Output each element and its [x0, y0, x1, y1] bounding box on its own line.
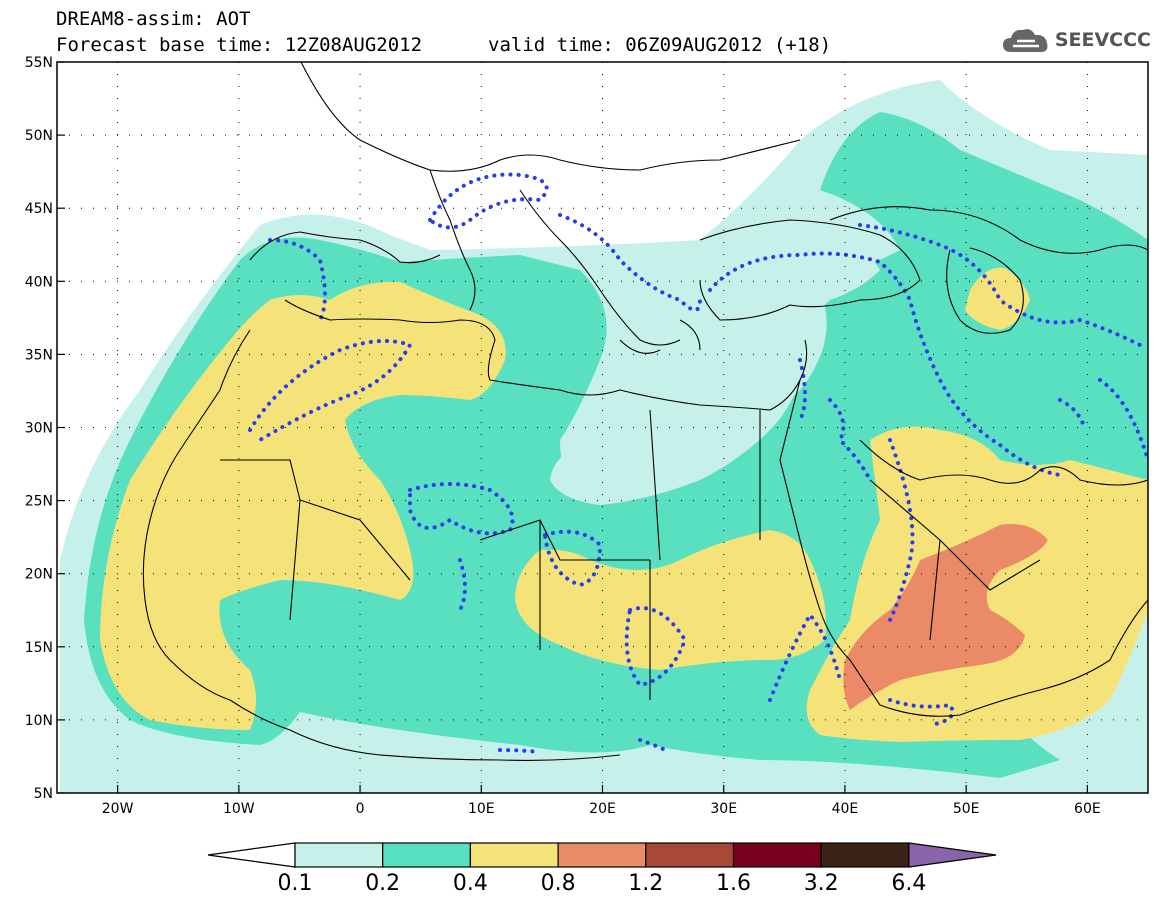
colorbar-label: 3.2 [804, 871, 839, 896]
contour-level-0.4-caspian [965, 267, 1030, 330]
lon-tick-label: 50E [953, 801, 980, 817]
lat-tick-label: 35N [25, 347, 53, 363]
colorbar-swatch [557, 842, 647, 868]
colorbar-label: 1.6 [716, 871, 751, 896]
contour-level-0.1-anatolia [690, 222, 880, 340]
lat-tick-label: 15N [25, 640, 53, 656]
contour-level-0.1-egypt [550, 380, 800, 505]
lon-tick-label: 10E [468, 801, 495, 817]
colorbar-swatch [645, 842, 735, 868]
lon-tick-label: 0 [356, 801, 365, 817]
lat-tick-label: 20N [25, 567, 53, 583]
lon-tick-label: 20W [102, 801, 134, 817]
colorbar-label: 0.8 [541, 871, 576, 896]
colorbar-swatch [382, 842, 472, 868]
lon-tick-label: 10W [223, 801, 255, 817]
seevccc-logo: SEEVCCC [1001, 24, 1151, 56]
colorbar-swatch [820, 842, 910, 868]
lat-tick-label: 5N [34, 786, 53, 802]
valid-time: valid time: 06Z09AUG2012 (+18) [488, 34, 832, 56]
colorbar-arrow-low [207, 842, 296, 868]
axis-ticks: 20W 10W 0 10E 20E 30E 40E 50E 60E 55N 50N 45N 40N 35N… [25, 55, 1101, 817]
colorbar-label: 6.4 [891, 871, 926, 896]
lat-tick-label: 30N [25, 421, 53, 437]
lat-tick-label: 10N [25, 713, 53, 729]
lat-tick-label: 50N [25, 128, 53, 144]
lon-tick-label: 60E [1074, 801, 1101, 817]
lat-tick-label: 45N [25, 201, 53, 217]
colorbar-label: 1.2 [628, 871, 663, 896]
colorbar-label: 0.4 [453, 871, 488, 896]
coastlines [142, 62, 1148, 761]
logo-text: SEEVCCC [1054, 29, 1151, 51]
contour-level-0.4-west [100, 281, 506, 730]
colorbar-swatch [469, 842, 559, 868]
forecast-base-time: Forecast base time: 12Z08AUG2012 [56, 34, 423, 56]
contour-level-0.4-central [515, 530, 826, 670]
lat-tick-label: 40N [25, 274, 53, 290]
lon-tick-label: 20E [589, 801, 616, 817]
colorbar-swatch [294, 842, 384, 868]
colorbar-label: 0.2 [365, 871, 400, 896]
map-title: DREAM8-assim: AOT [56, 8, 251, 30]
colorbar-arrow-high [908, 842, 997, 868]
colorbar-label: 0.1 [278, 871, 313, 896]
colorbar: 0.1 0.2 0.4 0.8 1.2 1.6 3.2 6.4 [207, 842, 997, 896]
lat-tick-label: 55N [25, 55, 53, 71]
colorbar-swatch [732, 842, 822, 868]
contour-level-0.8 [843, 524, 1048, 710]
lat-tick-label: 25N [25, 494, 53, 510]
lon-tick-label: 30E [710, 801, 737, 817]
lon-tick-label: 40E [832, 801, 859, 817]
cloud-icon [1002, 29, 1048, 52]
